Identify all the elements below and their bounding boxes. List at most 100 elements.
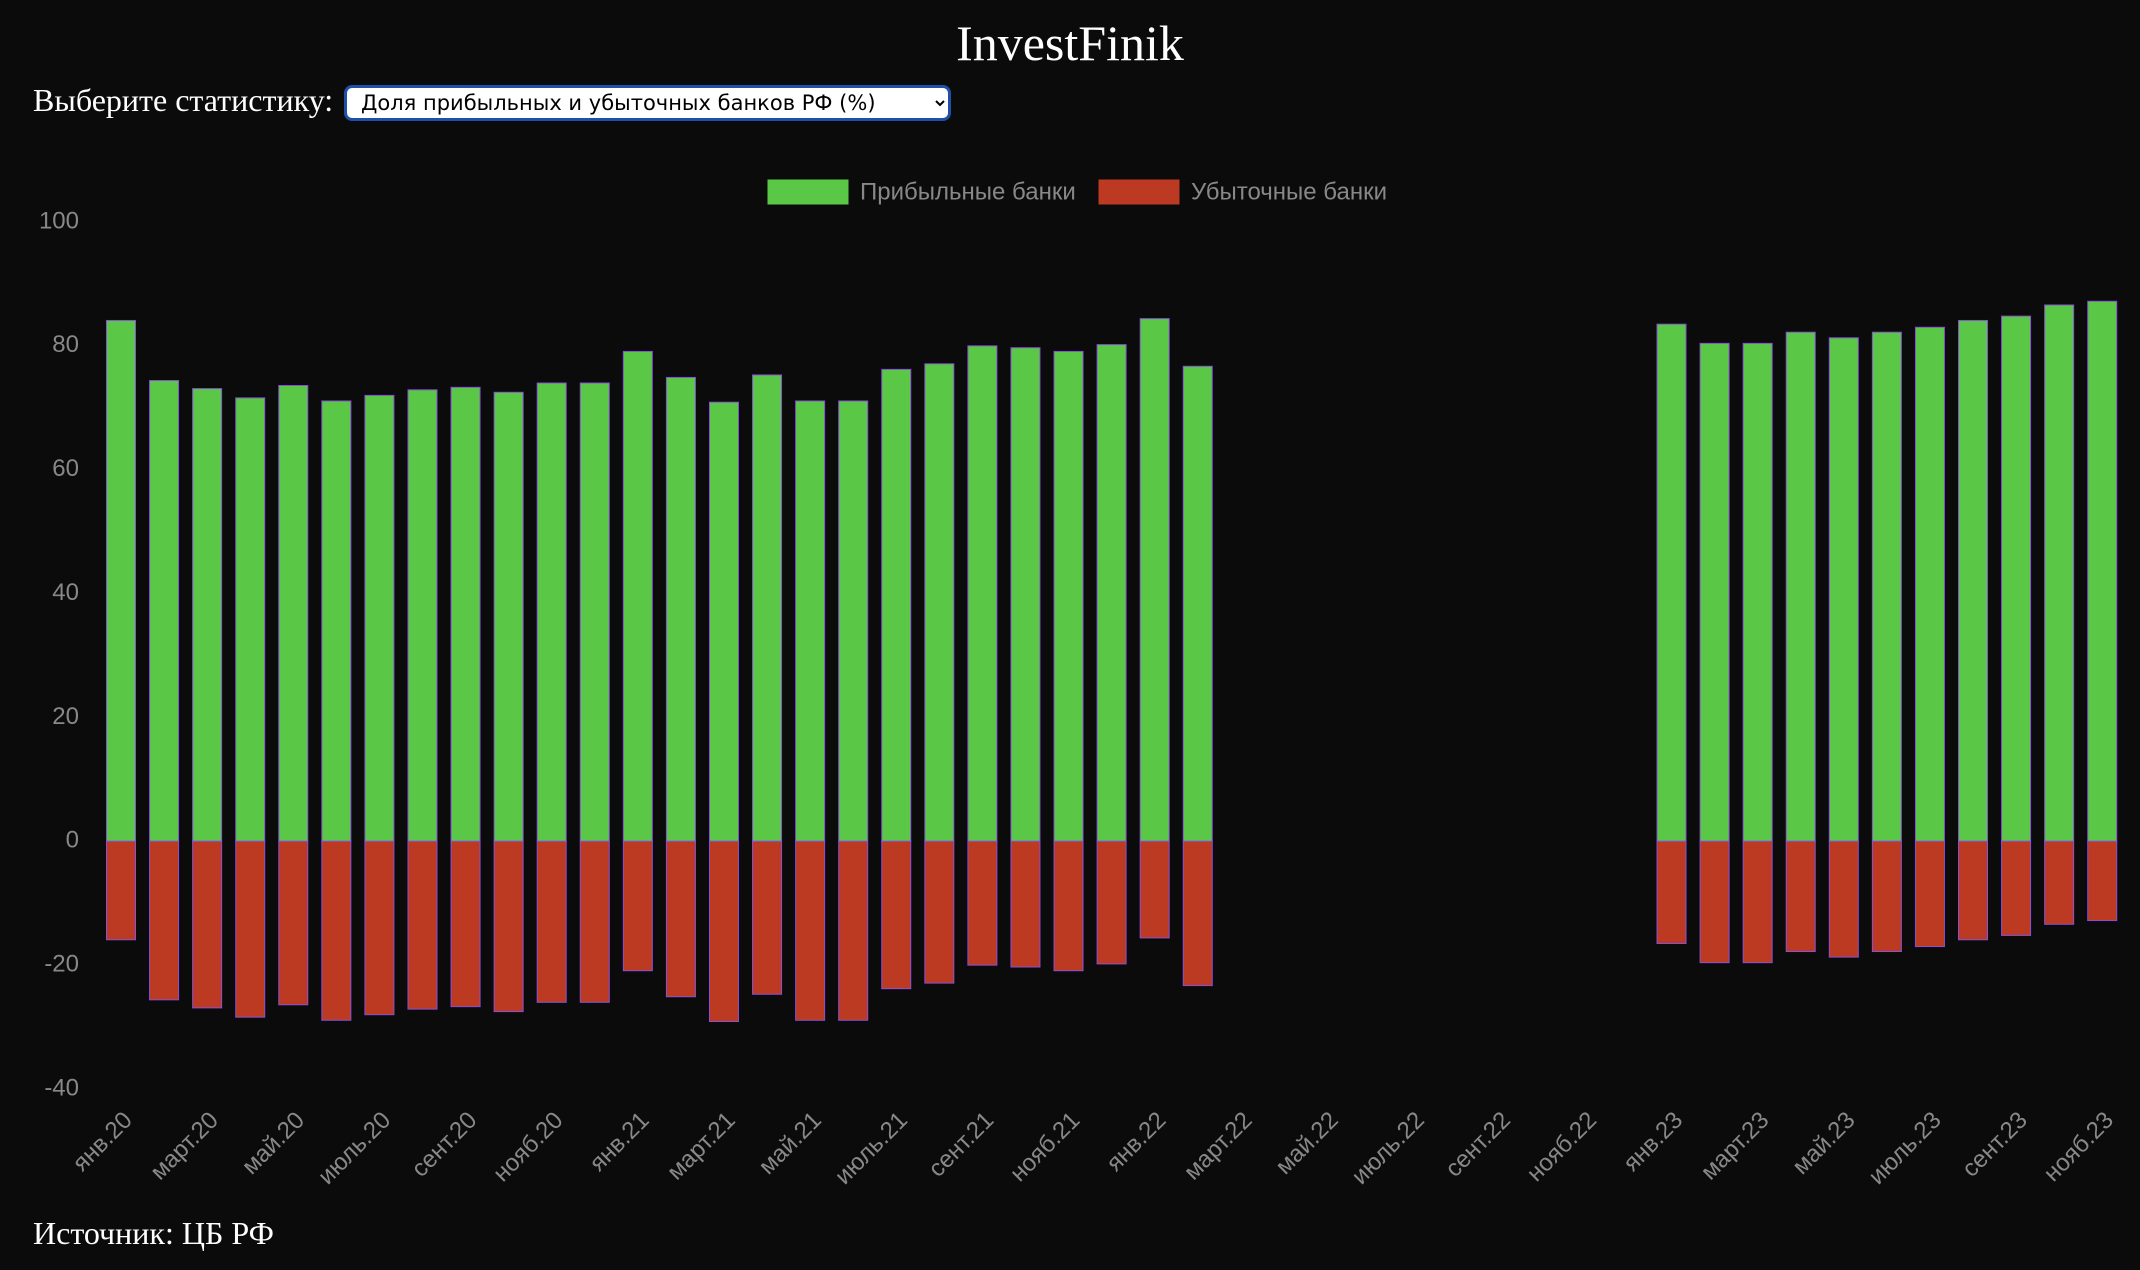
bar [1182, 365, 1213, 842]
bar [1914, 326, 1945, 842]
bar [1699, 840, 1730, 964]
bar [665, 376, 696, 842]
x-tick-label: июль.21 [830, 1107, 913, 1190]
x-tick-label: июль.20 [313, 1107, 396, 1190]
x-tick-label: сент.22 [1440, 1107, 1516, 1183]
bar [278, 840, 309, 1006]
bar [321, 400, 352, 842]
x-tick-label: нояб.20 [488, 1107, 568, 1187]
bar [665, 840, 696, 998]
bar [2087, 840, 2118, 922]
bar [881, 368, 912, 842]
bar [795, 400, 826, 842]
y-tick-label: 80 [52, 331, 79, 358]
y-tick-label: 20 [52, 703, 79, 730]
bar [1139, 840, 1170, 939]
bar [1182, 840, 1213, 987]
bar [1699, 342, 1730, 842]
bar [235, 840, 266, 1018]
x-tick-label: янв.22 [1101, 1107, 1171, 1177]
bar [1958, 840, 1989, 941]
bar [1096, 840, 1127, 965]
bar [622, 350, 653, 842]
y-tick-label: -20 [44, 950, 79, 977]
bar [752, 374, 783, 842]
chart: -40 -20 0 20 40 60 80 100 Прибыльные банки Убыточ… [39, 178, 2119, 1190]
bar [708, 401, 739, 842]
bar [838, 840, 869, 1021]
bar [106, 319, 136, 842]
bar [493, 391, 524, 842]
bar [924, 363, 955, 842]
source: Источник: ЦБ РФ [33, 1215, 274, 1251]
bar [407, 389, 438, 842]
bar [149, 380, 180, 842]
x-tick-label: янв.23 [1618, 1107, 1688, 1177]
bar [1096, 344, 1127, 842]
bar [192, 840, 223, 1009]
bar [1785, 840, 1816, 953]
y-tick-label: 60 [52, 455, 79, 482]
x-tick-label: сент.20 [406, 1107, 482, 1183]
bar [2001, 840, 2032, 936]
x-tick-label: март.20 [145, 1107, 224, 1186]
x-tick-label: нояб.23 [2039, 1107, 2119, 1187]
x-tick-label: нояб.22 [1522, 1107, 1602, 1187]
bar [1742, 840, 1773, 964]
bar [1828, 840, 1859, 958]
x-tick-label: сент.23 [1957, 1107, 2033, 1183]
bar [1785, 331, 1816, 842]
bar [1958, 319, 1989, 842]
statistic-select[interactable]: Доля прибыльных и убыточных банков РФ (%… [344, 85, 951, 121]
x-tick-label: май.23 [1787, 1107, 1860, 1180]
bar [1053, 840, 1084, 972]
bar [708, 840, 739, 1022]
bar [1828, 337, 1859, 842]
bar [235, 397, 266, 842]
bar [1871, 840, 1902, 953]
bar [2044, 840, 2075, 925]
bar [579, 382, 610, 842]
bar [2087, 300, 2118, 842]
x-tick-label: март.21 [662, 1107, 741, 1186]
bar [752, 840, 783, 995]
x-tick-label: июль.22 [1347, 1107, 1430, 1190]
bar [536, 382, 567, 842]
y-tick-label: -40 [44, 1074, 79, 1101]
x-tick-label: нояб.21 [1005, 1107, 1085, 1187]
selector-label: Выберите статистику: [33, 82, 334, 118]
bar [795, 840, 826, 1021]
bar [278, 384, 309, 842]
bar [1053, 350, 1084, 842]
bar [364, 840, 395, 1016]
bar [1010, 840, 1041, 968]
bar [1139, 318, 1170, 842]
bar [450, 840, 481, 1008]
bar [1742, 342, 1773, 842]
bar [2001, 315, 2032, 842]
x-tick-label: март.22 [1179, 1107, 1258, 1186]
legend-label: Прибыльные банки [860, 178, 1076, 205]
bar [1656, 323, 1687, 842]
legend-swatch [1098, 179, 1180, 205]
y-tick-label: 40 [52, 579, 79, 606]
bar [192, 388, 223, 842]
bar [924, 840, 955, 984]
bar [579, 840, 610, 1003]
bar [838, 400, 869, 842]
x-tick-label: май.22 [1270, 1107, 1343, 1180]
bar [967, 345, 998, 842]
bar [536, 840, 567, 1003]
bar [106, 840, 136, 941]
x-tick-label: май.21 [754, 1107, 827, 1180]
x-tick-label: июль.23 [1863, 1107, 1946, 1190]
bar [2044, 304, 2075, 842]
bar [1871, 331, 1902, 842]
bar [622, 840, 653, 972]
x-tick-label: янв.20 [67, 1107, 137, 1177]
bar [1914, 840, 1945, 948]
x-tick-label: сент.21 [923, 1107, 999, 1183]
x-tick-label: март.23 [1696, 1107, 1775, 1186]
y-tick-label: 0 [66, 827, 79, 854]
